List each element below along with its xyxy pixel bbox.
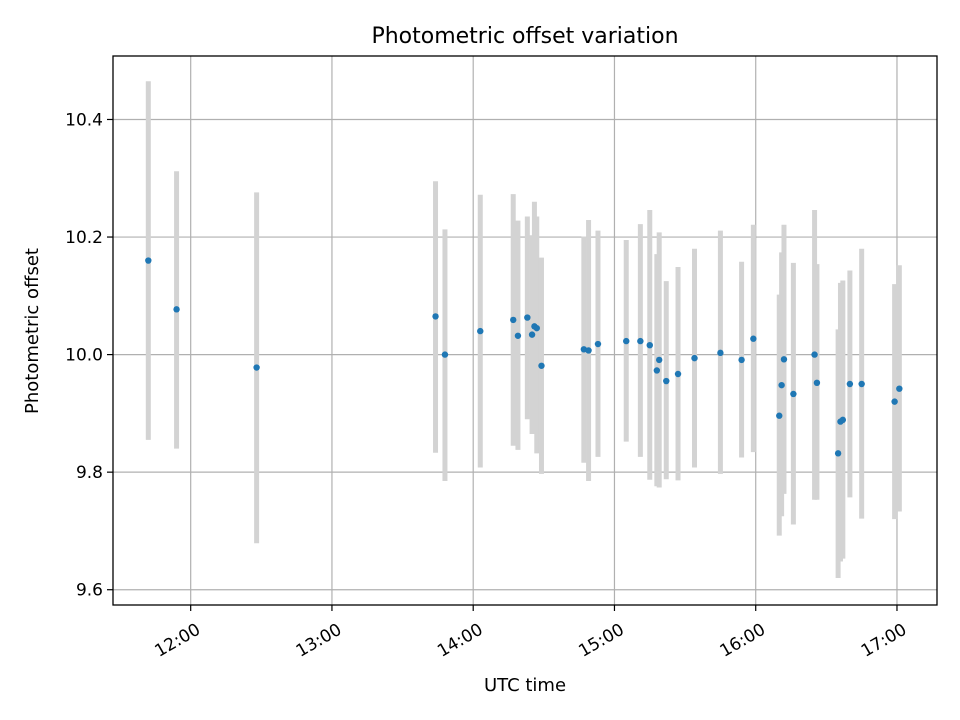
data-point <box>846 380 854 388</box>
data-point <box>145 257 152 264</box>
data-point <box>538 362 545 369</box>
data-point <box>891 398 898 405</box>
data-point <box>173 306 180 313</box>
data-point <box>514 332 522 339</box>
x-tick-label: 16:00 <box>717 620 769 662</box>
data-point <box>813 379 821 387</box>
data-point <box>790 390 797 398</box>
data-point <box>477 327 484 335</box>
plot-frame <box>112 55 938 606</box>
data-point <box>750 335 757 342</box>
x-tick-label: 17:00 <box>858 620 910 662</box>
x-tick-label: 15:00 <box>575 620 627 662</box>
data-point <box>585 347 592 354</box>
data-point <box>253 364 260 371</box>
data-point <box>594 340 602 348</box>
x-tick-label: 13:00 <box>293 620 345 662</box>
data-point <box>896 385 903 392</box>
data-point <box>858 380 865 388</box>
y-tick-label: 9.8 <box>76 463 103 483</box>
data-point <box>441 351 449 358</box>
data-point <box>663 377 670 385</box>
y-axis-label: Photometric offset <box>22 248 43 414</box>
y-axis-ticks: 9.6 9.8 10.0 10.2 10.4 <box>65 110 113 601</box>
data-point <box>738 356 745 364</box>
data-point <box>674 370 682 378</box>
data-point <box>524 314 531 321</box>
data-point <box>432 313 439 320</box>
x-axis-label: UTC time <box>484 675 566 696</box>
data-point <box>780 356 788 363</box>
y-tick-label: 10.0 <box>65 346 103 366</box>
data-point-layer <box>145 257 903 457</box>
x-tick-label: 12:00 <box>152 620 204 662</box>
data-point <box>653 367 661 374</box>
data-point <box>623 337 630 345</box>
data-point <box>691 354 698 362</box>
x-tick-label: 14:00 <box>434 620 486 662</box>
data-point <box>717 349 724 357</box>
y-tick-label: 10.4 <box>65 110 103 130</box>
data-point <box>637 337 644 345</box>
data-point <box>655 356 663 364</box>
x-axis-ticks: 12:00 13:00 14:00 15:00 16:00 17:00 <box>152 605 910 662</box>
y-tick-label: 9.6 <box>76 581 103 601</box>
data-point <box>839 416 847 424</box>
data-point <box>811 351 818 358</box>
data-point <box>834 450 842 457</box>
error-bar-layer <box>145 81 902 578</box>
data-point <box>533 324 540 332</box>
y-tick-label: 10.2 <box>65 228 103 248</box>
data-point <box>646 341 653 349</box>
chart-title: Photometric offset variation <box>371 24 678 49</box>
data-point <box>528 331 536 338</box>
data-point <box>778 381 785 389</box>
data-point <box>510 316 517 324</box>
data-point <box>776 412 783 419</box>
